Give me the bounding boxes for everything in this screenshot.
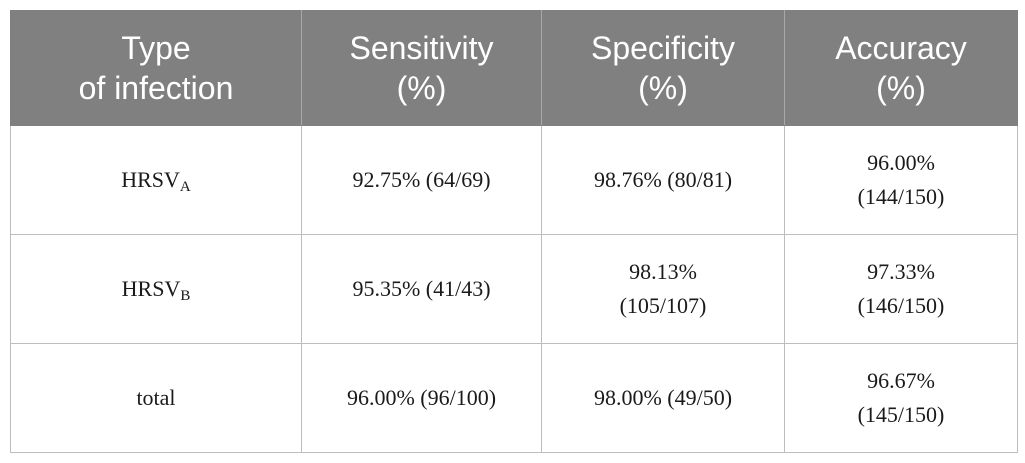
type-base: total: [136, 385, 176, 410]
cell-line: (146/150): [857, 293, 945, 318]
header-accuracy: Accuracy (%): [784, 10, 1018, 126]
cell-line: 96.00% (96/100): [346, 385, 497, 410]
cell-accuracy: 97.33% (146/150): [784, 234, 1018, 344]
cell-sensitivity: 95.35% (41/43): [301, 234, 542, 344]
header-sensitivity: Sensitivity (%): [301, 10, 542, 126]
table-body: HRSVA 92.75% (64/69) 98.76% (80/81) 96.0…: [10, 125, 1018, 453]
results-table: Type of infection Sensitivity (%) Specif…: [10, 10, 1018, 453]
cell-line: 95.35% (41/43): [352, 276, 491, 301]
header-row: Type of infection Sensitivity (%) Specif…: [10, 10, 1018, 126]
cell-accuracy: 96.00% (144/150): [784, 125, 1018, 235]
table-header: Type of infection Sensitivity (%) Specif…: [10, 10, 1018, 126]
type-subscript: A: [179, 179, 191, 195]
table-row: HRSVA 92.75% (64/69) 98.76% (80/81) 96.0…: [10, 125, 1018, 235]
cell-sensitivity: 92.75% (64/69): [301, 125, 542, 235]
cell-accuracy: 96.67% (145/150): [784, 343, 1018, 453]
header-line: Type: [121, 30, 191, 66]
header-line: (%): [638, 70, 688, 106]
cell-line: 98.00% (49/50): [593, 385, 733, 410]
cell-line: (145/150): [857, 402, 945, 427]
cell-specificity: 98.76% (80/81): [541, 125, 785, 235]
cell-line: 96.67%: [867, 368, 935, 393]
cell-line: 92.75% (64/69): [352, 167, 491, 192]
cell-line: (144/150): [857, 184, 945, 209]
table-row: HRSVB 95.35% (41/43) 98.13% (105/107) 97…: [10, 234, 1018, 344]
header-line: (%): [876, 70, 926, 106]
cell-line: 98.13%: [629, 259, 697, 284]
type-base: HRSV: [121, 167, 180, 192]
cell-line: (105/107): [619, 293, 707, 318]
table-row: total 96.00% (96/100) 98.00% (49/50) 96.…: [10, 343, 1018, 453]
cell-type: HRSVA: [10, 125, 302, 235]
cell-type: total: [10, 343, 302, 453]
header-type-of-infection: Type of infection: [10, 10, 302, 126]
cell-sensitivity: 96.00% (96/100): [301, 343, 542, 453]
header-line: Specificity: [590, 30, 736, 66]
type-base: HRSV: [121, 276, 181, 301]
header-line: Sensitivity: [349, 30, 494, 66]
header-specificity: Specificity (%): [541, 10, 785, 126]
type-subscript: B: [180, 288, 191, 304]
cell-type: HRSVB: [10, 234, 302, 344]
cell-specificity: 98.00% (49/50): [541, 343, 785, 453]
cell-line: 96.00%: [867, 150, 935, 175]
header-line: of infection: [78, 70, 234, 106]
cell-line: 98.76% (80/81): [593, 167, 733, 192]
header-line: Accuracy: [835, 30, 967, 66]
cell-specificity: 98.13% (105/107): [541, 234, 785, 344]
cell-line: 97.33%: [867, 259, 935, 284]
header-line: (%): [396, 70, 447, 106]
